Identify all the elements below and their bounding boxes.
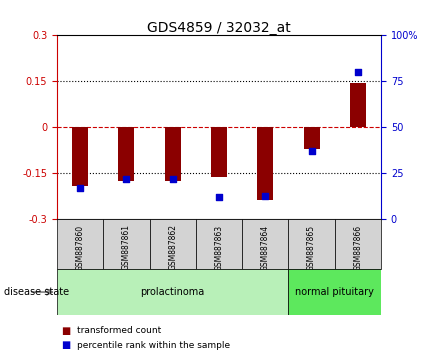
- Point: [123, 176, 130, 182]
- Bar: [304, 127, 320, 149]
- FancyBboxPatch shape: [103, 219, 149, 269]
- Point: [354, 69, 361, 75]
- FancyBboxPatch shape: [196, 219, 242, 269]
- Text: GSM887863: GSM887863: [215, 224, 223, 270]
- Text: GSM887866: GSM887866: [353, 224, 362, 270]
- Bar: [257, 127, 273, 200]
- Point: [262, 193, 269, 198]
- Bar: [211, 127, 227, 177]
- Point: [308, 149, 315, 154]
- Point: [77, 185, 84, 191]
- Text: GSM887862: GSM887862: [168, 224, 177, 270]
- Text: GDS4859 / 32032_at: GDS4859 / 32032_at: [147, 21, 291, 35]
- FancyBboxPatch shape: [242, 219, 289, 269]
- Text: GSM887861: GSM887861: [122, 224, 131, 270]
- FancyBboxPatch shape: [289, 219, 335, 269]
- Point: [169, 176, 176, 182]
- Text: normal pituitary: normal pituitary: [295, 287, 374, 297]
- Text: prolactinoma: prolactinoma: [141, 287, 205, 297]
- Text: transformed count: transformed count: [77, 326, 161, 336]
- Text: disease state: disease state: [4, 287, 70, 297]
- FancyBboxPatch shape: [57, 269, 289, 315]
- Bar: [118, 127, 134, 181]
- Point: [215, 195, 223, 200]
- Text: GSM887865: GSM887865: [307, 224, 316, 270]
- Text: percentile rank within the sample: percentile rank within the sample: [77, 341, 230, 350]
- Text: GSM887860: GSM887860: [76, 224, 85, 270]
- Text: GSM887864: GSM887864: [261, 224, 270, 270]
- Bar: [72, 127, 88, 186]
- Text: ■: ■: [61, 340, 71, 350]
- FancyBboxPatch shape: [335, 219, 381, 269]
- FancyBboxPatch shape: [57, 219, 103, 269]
- Bar: [165, 127, 181, 181]
- Text: ■: ■: [61, 326, 71, 336]
- FancyBboxPatch shape: [289, 269, 381, 315]
- FancyBboxPatch shape: [149, 219, 196, 269]
- Bar: [350, 83, 366, 127]
